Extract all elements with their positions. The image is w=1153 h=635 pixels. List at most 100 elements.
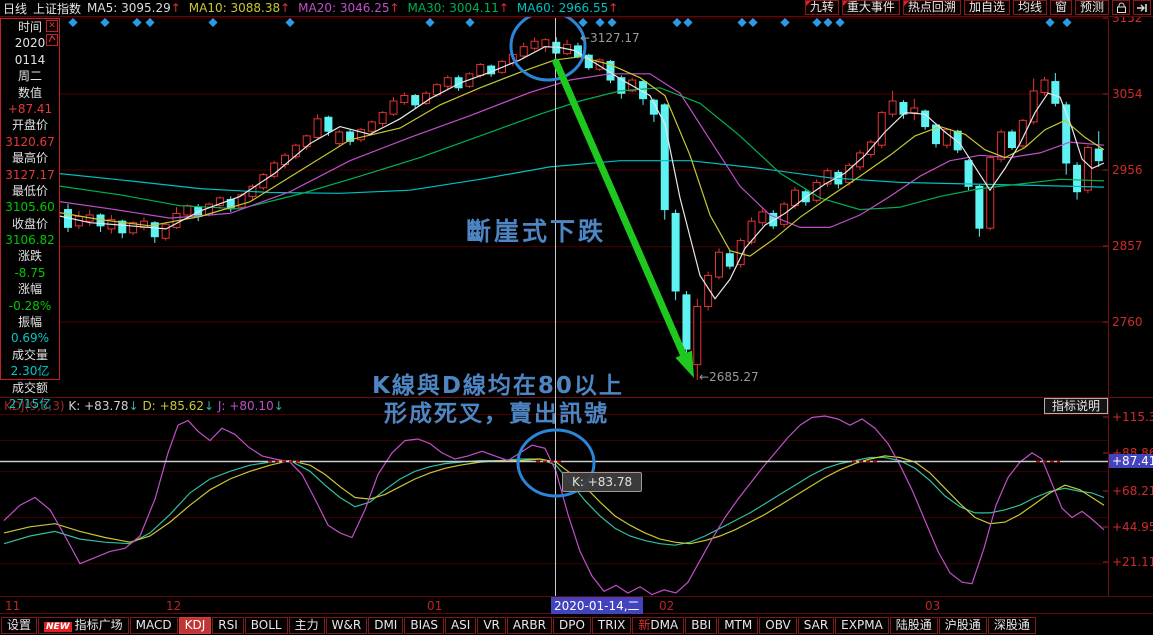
info-row: 收盘价 xyxy=(11,216,48,231)
candle-body xyxy=(1040,79,1049,93)
deathcross-highlight-circle xyxy=(516,428,596,498)
time-axis-label: 12 xyxy=(166,599,182,613)
topbar-button[interactable]: 重大事件 xyxy=(841,0,900,15)
candle-body xyxy=(411,95,420,106)
time-axis-label: 11 xyxy=(5,599,21,613)
candle-body xyxy=(758,211,767,224)
indicator-tab-DPO[interactable]: DPO xyxy=(553,616,591,634)
indicator-tab-BIAS[interactable]: BIAS xyxy=(404,616,444,634)
candle-body xyxy=(150,222,159,238)
indicator-tab-KDJ[interactable]: KDJ xyxy=(178,616,212,634)
indicator-tab-ASI[interactable]: ASI xyxy=(444,616,477,634)
candle-body xyxy=(812,181,821,201)
indicator-tab-指标广场[interactable]: NEW 指标广场 xyxy=(38,616,129,634)
candle-body xyxy=(1018,119,1027,147)
period-label[interactable]: 日线 xyxy=(3,1,28,16)
indicator-tab-MTM[interactable]: MTM xyxy=(718,616,759,634)
candle-body xyxy=(997,131,1006,160)
indicator-tab-主力[interactable]: 主力 xyxy=(288,616,325,634)
info-row: 3105.60 xyxy=(5,200,55,215)
indicator-tab-VR[interactable]: VR xyxy=(477,616,506,634)
event-diamond-icon xyxy=(737,17,747,28)
draw-tool-icon[interactable] xyxy=(46,34,58,46)
candle-body xyxy=(1062,104,1071,164)
candle-body xyxy=(1051,81,1060,104)
info-row: 涨幅 xyxy=(17,282,42,297)
indicator-tab-陆股通[interactable]: 陆股通 xyxy=(889,616,938,634)
indicator-tab-ARBR[interactable]: ARBR xyxy=(506,616,552,634)
candle-body xyxy=(215,197,224,207)
event-diamond-icon xyxy=(683,17,693,28)
ma30-line xyxy=(54,87,1105,211)
indicator-tab-TRIX[interactable]: TRIX xyxy=(591,616,632,634)
indicator-tab-BOLL[interactable]: BOLL xyxy=(244,616,288,634)
indicator-tab-W&R[interactable]: W&R xyxy=(325,616,368,634)
ma-label: MA10: 3088.38↑ xyxy=(188,1,291,15)
quote-info-panel: 时间 2020 0114 周二 数值 +87.41 开盘价 3120.67 最高价 3127.17… xyxy=(0,18,60,411)
candle-body xyxy=(1083,147,1092,191)
event-diamond-icon xyxy=(100,17,110,28)
candle-body xyxy=(986,157,995,229)
pencil-glyph xyxy=(48,34,56,43)
candle-body xyxy=(1007,131,1016,149)
price-axis-label: 2956 xyxy=(1112,163,1143,177)
indicator-tab-深股通[interactable]: 深股通 xyxy=(987,616,1036,634)
info-row: 振幅 xyxy=(17,315,42,330)
time-axis-label: 03 xyxy=(925,599,941,613)
candle-body xyxy=(356,129,365,141)
kdj-crosshair-value: +87.41 xyxy=(1109,454,1153,468)
topbar-button[interactable]: 均线 xyxy=(1012,0,1047,15)
candle-body xyxy=(845,164,854,183)
event-diamond-icon xyxy=(835,17,845,28)
candle-body xyxy=(942,129,951,146)
close-icon[interactable]: ✕ xyxy=(46,20,58,32)
topbar-button[interactable]: 热点回溯 xyxy=(902,0,961,15)
indicator-tab-RSI[interactable]: RSI xyxy=(212,616,244,634)
crosshair-tooltip: K: +83.78 xyxy=(562,472,643,492)
indicator-tab-设置[interactable]: 设置 xyxy=(1,616,38,634)
candle-body xyxy=(617,77,626,94)
lock-icon[interactable] xyxy=(1112,0,1130,15)
candle-body xyxy=(270,162,279,177)
price-axis-label: 2857 xyxy=(1112,239,1143,253)
topbar-button[interactable]: 加自选 xyxy=(963,0,1010,15)
candle-body xyxy=(1029,90,1038,123)
kdj-k-line xyxy=(3,456,1105,546)
info-row: 成交量 xyxy=(11,347,48,362)
candle-body xyxy=(378,112,387,124)
indicator-tab-BBI[interactable]: BBI xyxy=(685,616,718,634)
topbar-button[interactable]: 九转 xyxy=(804,0,839,15)
candle-body xyxy=(964,160,973,187)
indicator-tab-OBV[interactable]: OBV xyxy=(759,616,797,634)
event-diamond-icon xyxy=(607,17,617,28)
info-row: 0.69% xyxy=(10,331,50,346)
topbar-button[interactable]: 预测 xyxy=(1074,0,1109,15)
indicator-tab-MACD[interactable]: MACD xyxy=(129,616,178,634)
candle-body xyxy=(389,100,398,115)
candle-body xyxy=(888,100,897,115)
event-diamond-icon xyxy=(672,17,682,28)
jump-to-end-icon[interactable] xyxy=(1133,0,1151,15)
candle-body xyxy=(400,95,409,104)
info-row: 最高价 xyxy=(11,151,48,166)
indicator-tab-DMI[interactable]: DMI xyxy=(368,616,404,634)
indicator-tab-新DMA[interactable]: 新DMA xyxy=(632,616,685,634)
candle-body xyxy=(129,222,138,234)
crash-arrow-head xyxy=(675,350,694,378)
indicator-tab-SAR[interactable]: SAR xyxy=(797,616,835,634)
up-arrow: ↑ xyxy=(608,1,619,15)
info-row: 最低价 xyxy=(11,183,48,198)
symbol-label: 上证指数 xyxy=(33,1,82,16)
kdj-axis-label: +21.11 xyxy=(1112,555,1153,569)
candle-body xyxy=(291,144,300,158)
event-diamond-icon xyxy=(68,17,78,28)
info-row: 2020 xyxy=(14,36,46,51)
indicator-tab-EXPMA[interactable]: EXPMA xyxy=(835,616,889,634)
topbar-button[interactable]: 窗 xyxy=(1049,0,1072,15)
event-diamond-icon xyxy=(748,17,758,28)
indicator-tab-沪股通[interactable]: 沪股通 xyxy=(938,616,987,634)
indicator-help-button[interactable]: 指标说明 xyxy=(1044,398,1109,414)
ma-label: MA5: 3095.29↑ xyxy=(87,1,181,15)
candle-body xyxy=(953,130,962,151)
